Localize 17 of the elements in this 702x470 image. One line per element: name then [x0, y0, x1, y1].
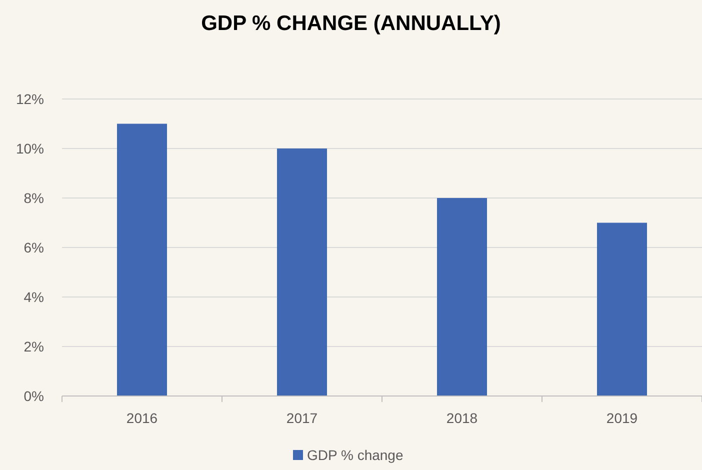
bar [597, 222, 647, 396]
x-tick-label: 2016 [126, 410, 158, 426]
y-tick-label: 10% [16, 140, 44, 156]
y-tick-label: 6% [24, 240, 44, 256]
x-tick-label: 2018 [446, 410, 478, 426]
x-tick-label: 2019 [606, 410, 638, 426]
bar [437, 198, 487, 396]
y-tick-label: 2% [24, 338, 44, 354]
y-tick-label: 4% [24, 289, 44, 305]
x-tick-label: 2017 [286, 410, 318, 426]
legend-label: GDP % change [307, 447, 404, 463]
y-tick-label: 8% [24, 190, 44, 206]
bar [117, 124, 167, 396]
bar [277, 148, 327, 396]
chart-title: GDP % CHANGE (ANNUALLY) [201, 12, 501, 35]
y-tick-label: 0% [24, 388, 44, 404]
y-tick-label: 12% [16, 91, 44, 107]
